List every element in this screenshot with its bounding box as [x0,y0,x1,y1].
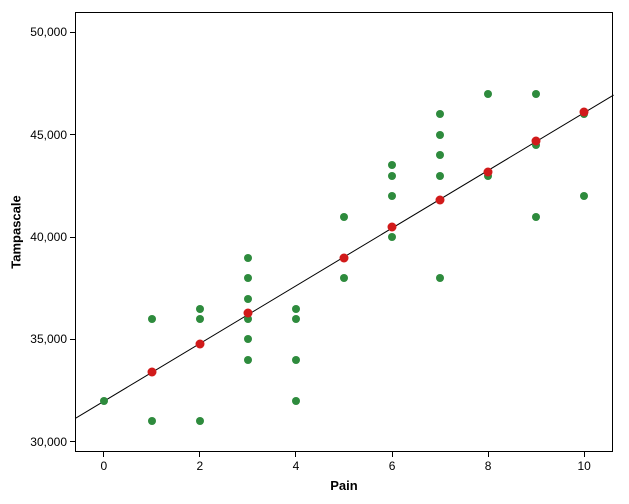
plot-border [75,12,613,452]
observations-point [292,315,300,323]
observations-point [148,417,156,425]
observations-point [244,335,252,343]
observations-point [340,274,348,282]
fitted-means-point [484,167,493,176]
x-tick-label: 2 [197,459,204,473]
observations-point [196,305,204,313]
y-tick-mark [70,134,75,135]
observations-point [436,274,444,282]
x-tick-mark [392,452,393,457]
observations-point [196,315,204,323]
fitted-means-point [147,368,156,377]
x-tick-label: 10 [577,459,590,473]
fitted-means-point [580,108,589,117]
y-tick-label: 40,000 [25,230,67,244]
observations-point [100,397,108,405]
observations-point [388,192,396,200]
y-tick-mark [70,32,75,33]
fitted-means-point [340,253,349,262]
observations-point [532,90,540,98]
x-tick-mark [584,452,585,457]
observations-point [388,161,396,169]
x-tick-mark [103,452,104,457]
observations-point [532,213,540,221]
y-axis-label: Tampascale [9,195,24,268]
y-tick-mark [70,339,75,340]
observations-point [436,131,444,139]
observations-point [580,192,588,200]
y-tick-mark [70,237,75,238]
observations-point [292,397,300,405]
observations-point [388,233,396,241]
x-tick-mark [199,452,200,457]
y-tick-label: 50,000 [25,25,67,39]
fitted-means-point [436,196,445,205]
fitted-means-point [243,308,252,317]
x-tick-label: 4 [293,459,300,473]
observations-point [148,315,156,323]
y-tick-label: 45,000 [25,128,67,142]
x-tick-mark [295,452,296,457]
observations-point [484,90,492,98]
scatter-chart: Tampascale Pain 30,000 35,000 40,000 45,000… [0,0,629,504]
fitted-means-point [532,136,541,145]
observations-point [244,356,252,364]
x-tick-label: 0 [100,459,107,473]
y-tick-mark [70,441,75,442]
observations-point [196,417,204,425]
observations-point [436,110,444,118]
observations-point [292,305,300,313]
observations-point [244,295,252,303]
plot-area [75,12,613,452]
x-tick-label: 6 [389,459,396,473]
x-axis-label: Pain [330,478,357,493]
x-tick-mark [488,452,489,457]
fitted-means-point [195,339,204,348]
observations-point [436,151,444,159]
observations-point [244,254,252,262]
observations-point [388,172,396,180]
observations-point [244,274,252,282]
y-tick-label: 35,000 [25,332,67,346]
observations-point [340,213,348,221]
x-tick-label: 8 [485,459,492,473]
observations-point [292,356,300,364]
fitted-means-point [388,222,397,231]
y-tick-label: 30,000 [25,435,67,449]
observations-point [436,172,444,180]
